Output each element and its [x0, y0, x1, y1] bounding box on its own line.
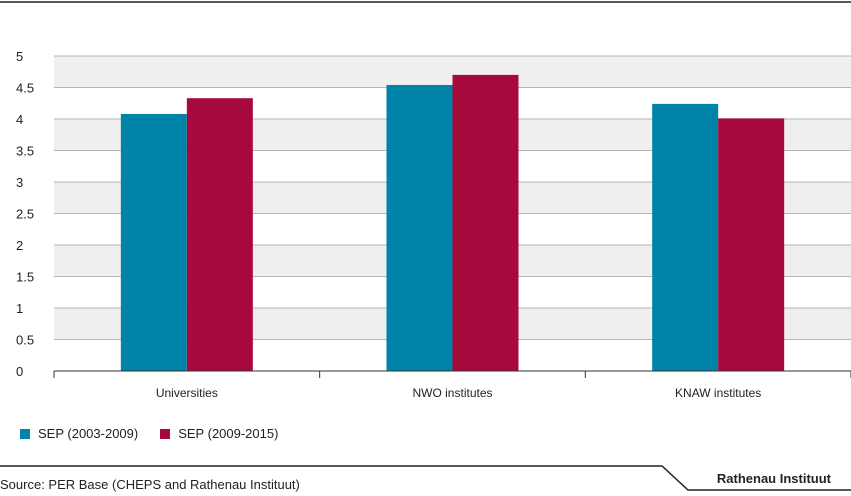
- y-tick-label: 5: [16, 49, 23, 64]
- y-tick-label: 2: [16, 238, 23, 253]
- x-category-label: Universities: [156, 386, 218, 400]
- footer-rule: [0, 465, 851, 491]
- bar-sep-2009-2015-nwo-institutes: [452, 74, 519, 372]
- y-tick-label: 4: [16, 112, 23, 127]
- bars: [120, 74, 785, 372]
- y-tick-label: 3.5: [16, 144, 34, 159]
- x-category-label: KNAW institutes: [675, 386, 761, 400]
- y-tick-label: 4.5: [16, 81, 34, 96]
- legend: SEP (2003-2009) SEP (2009-2015): [20, 426, 278, 441]
- x-axis: Universities NWO institutes KNAW institute…: [53, 370, 851, 400]
- bar-sep-2003-2009-knaw-institutes: [652, 103, 719, 371]
- source-note: Source: PER Base (CHEPS and Rathenau Ins…: [0, 477, 300, 492]
- y-tick-label: 3: [16, 175, 23, 190]
- legend-item-sep-2009-2015: SEP (2009-2015): [160, 426, 278, 441]
- y-tick-label: 2.5: [16, 207, 34, 222]
- brand-name: Rathenau Instituut: [716, 471, 831, 486]
- y-tick-label: 1.5: [16, 270, 34, 285]
- legend-item-sep-2003-2009: SEP (2003-2009): [20, 426, 138, 441]
- legend-label-sep-2003-2009: SEP (2003-2009): [38, 426, 139, 441]
- y-tick-label: 0.5: [16, 333, 34, 348]
- legend-swatch-sep-2009-2015: [160, 428, 171, 439]
- bar-sep-2009-2015-knaw-institutes: [718, 118, 785, 372]
- y-tick-label: 0: [16, 364, 23, 379]
- legend-swatch-sep-2003-2009: [20, 428, 30, 439]
- bar-sep-2003-2009-nwo-institutes: [386, 84, 453, 371]
- bar-sep-2009-2015-universities: [186, 98, 253, 372]
- y-tick-label: 1: [16, 301, 23, 316]
- bar-sep-2003-2009-universities: [120, 113, 187, 372]
- legend-label-sep-2009-2015: SEP (2009-2015): [178, 426, 279, 441]
- y-axis-ticks: 0 0.5 1 1.5 2 2.5 3 3.5 4 4.5 5: [16, 49, 34, 379]
- x-category-label: NWO institutes: [412, 386, 492, 400]
